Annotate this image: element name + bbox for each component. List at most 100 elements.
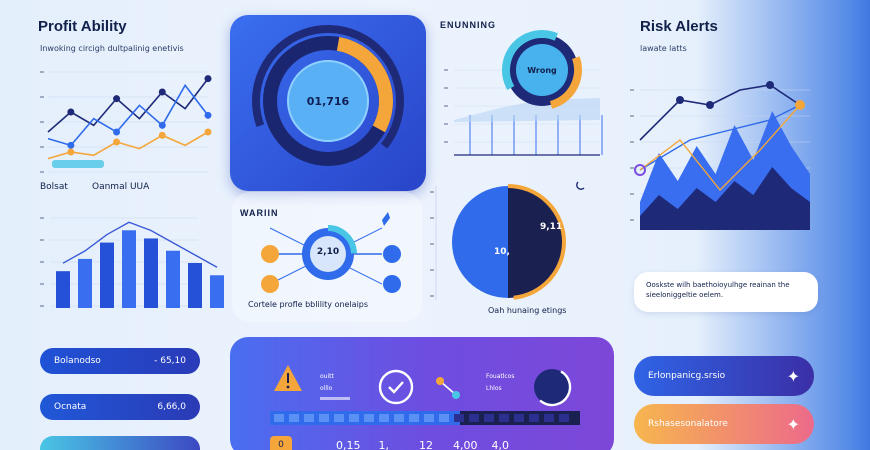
risk-line-dark	[639, 84, 801, 141]
pill-risk-assessment-label: Rshasesonalatore	[648, 419, 728, 429]
warning-title: WARIIN	[240, 208, 279, 218]
bar-1	[78, 258, 92, 308]
warning-network-diagram	[261, 212, 401, 293]
pill-expansion[interactable]: Erlonpanicg.srsio ✦	[634, 356, 814, 396]
status-value-strip: 0 0,15 1, 12 4,00 4,0	[270, 435, 580, 450]
risk-point-dark	[676, 96, 684, 104]
warning-icon-dot	[286, 385, 290, 389]
progress-segment	[379, 414, 389, 422]
sparkle-icon: ✦	[786, 366, 800, 386]
pie-left-value: 10,	[494, 247, 510, 257]
pill-expansion-label: Erlonpanicg.srsio	[648, 371, 726, 381]
pill-balance-value: - 65,10	[154, 356, 186, 366]
pie-chart	[430, 181, 585, 300]
bar-2	[100, 242, 114, 308]
progress-segment	[529, 414, 539, 422]
check-circle-icon	[378, 369, 414, 405]
line-series-2	[47, 131, 209, 160]
status-value-5: 4,0	[491, 438, 510, 450]
outer-ring	[252, 25, 404, 177]
progress-segment	[454, 414, 464, 422]
status-label-2a: Fouatlcos	[486, 373, 515, 380]
forecast-area	[454, 98, 600, 122]
center-disc	[288, 61, 368, 141]
forecast-donut-inner	[516, 44, 568, 96]
bar-6	[188, 263, 202, 308]
progress-segment	[439, 414, 449, 422]
line-point	[113, 138, 121, 146]
progress-segment	[349, 414, 359, 422]
bar-trend-line	[62, 221, 218, 268]
progress-segment	[319, 414, 329, 422]
pie-caption: Oah hunaing etings	[488, 306, 567, 315]
progress-segment	[409, 414, 419, 422]
status-label-1b: olllo	[320, 385, 333, 392]
bar-4	[144, 238, 158, 308]
status-value-3: 12	[419, 438, 433, 450]
pill-ocnata[interactable]: Ocnata 6,66,0	[40, 394, 200, 420]
status-value-2: 1,	[378, 438, 390, 450]
status-panel[interactable]: ouitt olllo Fouatlcos Lhlos 0 0,15 1, 12…	[230, 337, 614, 450]
pie-orange-ring	[450, 184, 566, 300]
pill-balance[interactable]: Bolanodso - 65,10	[40, 348, 200, 374]
progress-segment	[484, 414, 494, 422]
risk-subtitle: lawate latts	[640, 44, 687, 53]
pill-partial[interactable]	[40, 436, 200, 450]
line-point	[67, 141, 75, 149]
line-series-1	[47, 83, 209, 147]
forecast-chart	[444, 30, 603, 156]
pie-right-value: 9,11	[540, 222, 563, 232]
pie-slice-right	[508, 186, 564, 298]
legend-swatch	[52, 160, 104, 168]
line-point	[113, 128, 121, 136]
legend-left: Bolsat	[40, 182, 68, 192]
bar-5	[166, 250, 180, 308]
risk-note: Ooskste wilh baethoioyulhge reainan the …	[646, 281, 790, 299]
progress-segment	[289, 414, 299, 422]
donut-gauge	[252, 25, 404, 177]
line-point	[67, 108, 75, 116]
progress-segment	[304, 414, 314, 422]
risk-note-card: Ooskste wilh baethoioyulhge reainan the …	[634, 272, 818, 312]
donut-value: 01,716	[306, 95, 350, 108]
line-point	[158, 121, 166, 129]
node-left	[261, 245, 279, 263]
line-point	[204, 128, 212, 136]
share-node-icon	[436, 377, 444, 385]
warning-center-value: 2,10	[316, 247, 340, 257]
risk-point-dark	[766, 81, 774, 89]
progress-segment	[499, 414, 509, 422]
progress-segment	[274, 414, 284, 422]
line-point	[204, 111, 212, 119]
bar-3	[122, 230, 136, 308]
pie-slice-left	[452, 186, 508, 298]
risk-area-base	[640, 167, 810, 230]
progress-segment	[394, 414, 404, 422]
node-left-bottom	[261, 275, 279, 293]
line-point	[113, 95, 121, 103]
pill-risk-assessment[interactable]: Rshasesonalatore ✦	[634, 404, 814, 444]
bar-7	[210, 275, 224, 308]
progress-segment	[559, 414, 569, 422]
pill-ocnata-label: Ocnata	[54, 402, 87, 412]
check-mark	[388, 381, 404, 394]
forecast-donut-label: Wrong	[527, 66, 557, 75]
status-label-2b: Lhlos	[486, 385, 502, 392]
progress-segment	[514, 414, 524, 422]
status-value-0: 0	[270, 436, 292, 450]
progress-segment	[364, 414, 374, 422]
progress-segment	[424, 414, 434, 422]
profit-bar-chart	[40, 217, 224, 308]
status-value-4: 4,00	[453, 438, 478, 450]
hub-arc	[299, 225, 357, 283]
profit-line-chart	[40, 71, 212, 173]
warning-caption: Cortele profle bblility onelaips	[248, 300, 369, 309]
donut-card[interactable]: 01,716	[230, 15, 426, 191]
risk-title: Risk Alerts	[640, 18, 718, 35]
orange-arc	[263, 36, 393, 166]
forecast-title: ENUNNING	[440, 20, 497, 30]
line-point	[158, 88, 166, 96]
warning-card[interactable]: WARIIN 2,10 Cortele profle bblility onel…	[232, 192, 422, 322]
risk-point-dark	[706, 101, 714, 109]
